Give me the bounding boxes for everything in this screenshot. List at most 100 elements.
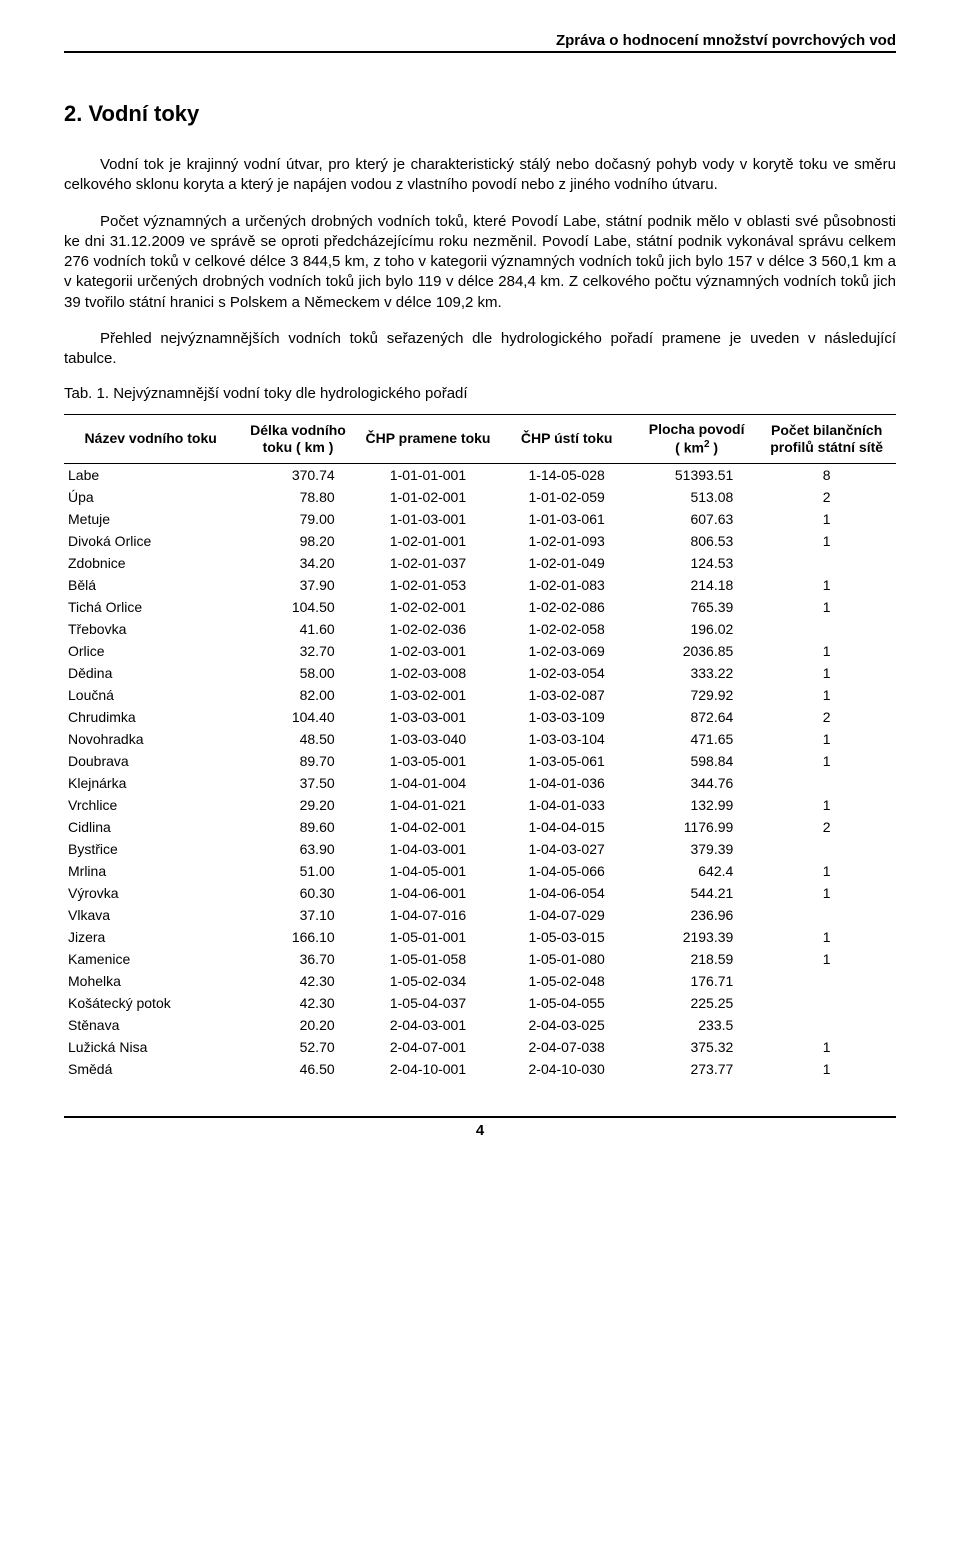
- table-cell: 51393.51: [636, 463, 757, 486]
- table-cell: 1-04-06-001: [359, 882, 498, 904]
- table-cell: Novohradka: [64, 728, 237, 750]
- table-cell: 1-03-05-061: [497, 750, 636, 772]
- table-cell: 379.39: [636, 838, 757, 860]
- table-cell: 2-04-07-038: [497, 1036, 636, 1058]
- table-cell: 1-02-03-001: [359, 640, 498, 662]
- col-label: ČHP pramene toku: [365, 430, 490, 446]
- table-cell: 1-01-01-001: [359, 463, 498, 486]
- table-cell: 1-03-02-001: [359, 684, 498, 706]
- table-cell: 1: [757, 596, 896, 618]
- body-paragraph: Počet významných a určených drobných vod…: [64, 212, 896, 313]
- table-cell: 89.60: [237, 816, 358, 838]
- table-cell: 1-05-01-080: [497, 948, 636, 970]
- table-cell: 1: [757, 640, 896, 662]
- table-cell: 765.39: [636, 596, 757, 618]
- table-cell: 1-04-05-001: [359, 860, 498, 882]
- table-row: Bělá37.901-02-01-0531-02-01-083214.181: [64, 574, 896, 596]
- table-cell: 104.50: [237, 596, 358, 618]
- table-cell: 1: [757, 530, 896, 552]
- page-number: 4: [64, 1122, 896, 1139]
- table-cell: 29.20: [237, 794, 358, 816]
- table-cell: Tichá Orlice: [64, 596, 237, 618]
- table-cell: 36.70: [237, 948, 358, 970]
- table-cell: 32.70: [237, 640, 358, 662]
- table-cell: 544.21: [636, 882, 757, 904]
- table-cell: 1-01-03-061: [497, 508, 636, 530]
- table-cell: 1-02-01-049: [497, 552, 636, 574]
- table-cell: Doubrava: [64, 750, 237, 772]
- table-cell: 1-04-03-001: [359, 838, 498, 860]
- table-cell: 2: [757, 486, 896, 508]
- table-cell: 104.40: [237, 706, 358, 728]
- table-cell: Orlice: [64, 640, 237, 662]
- table-cell: 1: [757, 750, 896, 772]
- table-cell: 1-05-01-058: [359, 948, 498, 970]
- table-cell: 1-02-03-008: [359, 662, 498, 684]
- table-cell: 89.70: [237, 750, 358, 772]
- table-cell: Mrlina: [64, 860, 237, 882]
- table-cell: 513.08: [636, 486, 757, 508]
- col-label: ČHP ústí toku: [521, 430, 613, 446]
- table-cell: Loučná: [64, 684, 237, 706]
- table-row: Košátecký potok42.301-05-04-0371-05-04-0…: [64, 992, 896, 1014]
- table-cell: 375.32: [636, 1036, 757, 1058]
- table-cell: 41.60: [237, 618, 358, 640]
- table-row: Lužická Nisa52.702-04-07-0012-04-07-0383…: [64, 1036, 896, 1058]
- table-row: Vrchlice29.201-04-01-0211-04-01-033132.9…: [64, 794, 896, 816]
- table-cell: 370.74: [237, 463, 358, 486]
- table-cell: 37.90: [237, 574, 358, 596]
- table-row: Mrlina51.001-04-05-0011-04-05-066642.41: [64, 860, 896, 882]
- col-chp-source: ČHP pramene toku: [359, 415, 498, 464]
- table-cell: 1: [757, 860, 896, 882]
- table-cell: 1-04-01-021: [359, 794, 498, 816]
- table-cell: 132.99: [636, 794, 757, 816]
- table-cell: Bystřice: [64, 838, 237, 860]
- table-cell: 1-02-01-037: [359, 552, 498, 574]
- table-row: Dědina58.001-02-03-0081-02-03-054333.221: [64, 662, 896, 684]
- table-row: Bystřice63.901-04-03-0011-04-03-027379.3…: [64, 838, 896, 860]
- table-cell: 37.10: [237, 904, 358, 926]
- table-cell: 1-04-01-033: [497, 794, 636, 816]
- table-cell: Labe: [64, 463, 237, 486]
- section-heading: 2. Vodní toky: [64, 101, 896, 127]
- table-cell: 2: [757, 816, 896, 838]
- table-cell: 2036.85: [636, 640, 757, 662]
- table-cell: 46.50: [237, 1058, 358, 1080]
- table-cell: 1: [757, 508, 896, 530]
- table-row: Klejnárka37.501-04-01-0041-04-01-036344.…: [64, 772, 896, 794]
- table-cell: Kamenice: [64, 948, 237, 970]
- table-cell: 52.70: [237, 1036, 358, 1058]
- table-cell: 42.30: [237, 970, 358, 992]
- table-cell: 1-02-02-058: [497, 618, 636, 640]
- table-cell: 2-04-03-001: [359, 1014, 498, 1036]
- table-cell: [757, 904, 896, 926]
- table-cell: 63.90: [237, 838, 358, 860]
- table-cell: 1-05-04-055: [497, 992, 636, 1014]
- table-cell: 1: [757, 926, 896, 948]
- table-cell: 8: [757, 463, 896, 486]
- table-caption: Tab. 1. Nejvýznamnější vodní toky dle hy…: [64, 385, 896, 402]
- table-cell: 1-03-05-001: [359, 750, 498, 772]
- table-row: Úpa78.801-01-02-0011-01-02-059513.082: [64, 486, 896, 508]
- table-cell: 60.30: [237, 882, 358, 904]
- table-cell: 2-04-10-001: [359, 1058, 498, 1080]
- table-cell: 34.20: [237, 552, 358, 574]
- table-cell: Bělá: [64, 574, 237, 596]
- table-row: Mohelka42.301-05-02-0341-05-02-048176.71: [64, 970, 896, 992]
- table-cell: [757, 992, 896, 1014]
- table-cell: 333.22: [636, 662, 757, 684]
- table-cell: 236.96: [636, 904, 757, 926]
- table-cell: 48.50: [237, 728, 358, 750]
- table-cell: 1: [757, 684, 896, 706]
- table-cell: 1: [757, 1036, 896, 1058]
- table-cell: 1-04-05-066: [497, 860, 636, 882]
- table-cell: [757, 970, 896, 992]
- table-cell: Mohelka: [64, 970, 237, 992]
- table-row: Tichá Orlice104.501-02-02-0011-02-02-086…: [64, 596, 896, 618]
- table-cell: 273.77: [636, 1058, 757, 1080]
- table-cell: 1-03-03-109: [497, 706, 636, 728]
- table-cell: 1-04-07-029: [497, 904, 636, 926]
- table-cell: Smědá: [64, 1058, 237, 1080]
- table-cell: 218.59: [636, 948, 757, 970]
- table-cell: 196.02: [636, 618, 757, 640]
